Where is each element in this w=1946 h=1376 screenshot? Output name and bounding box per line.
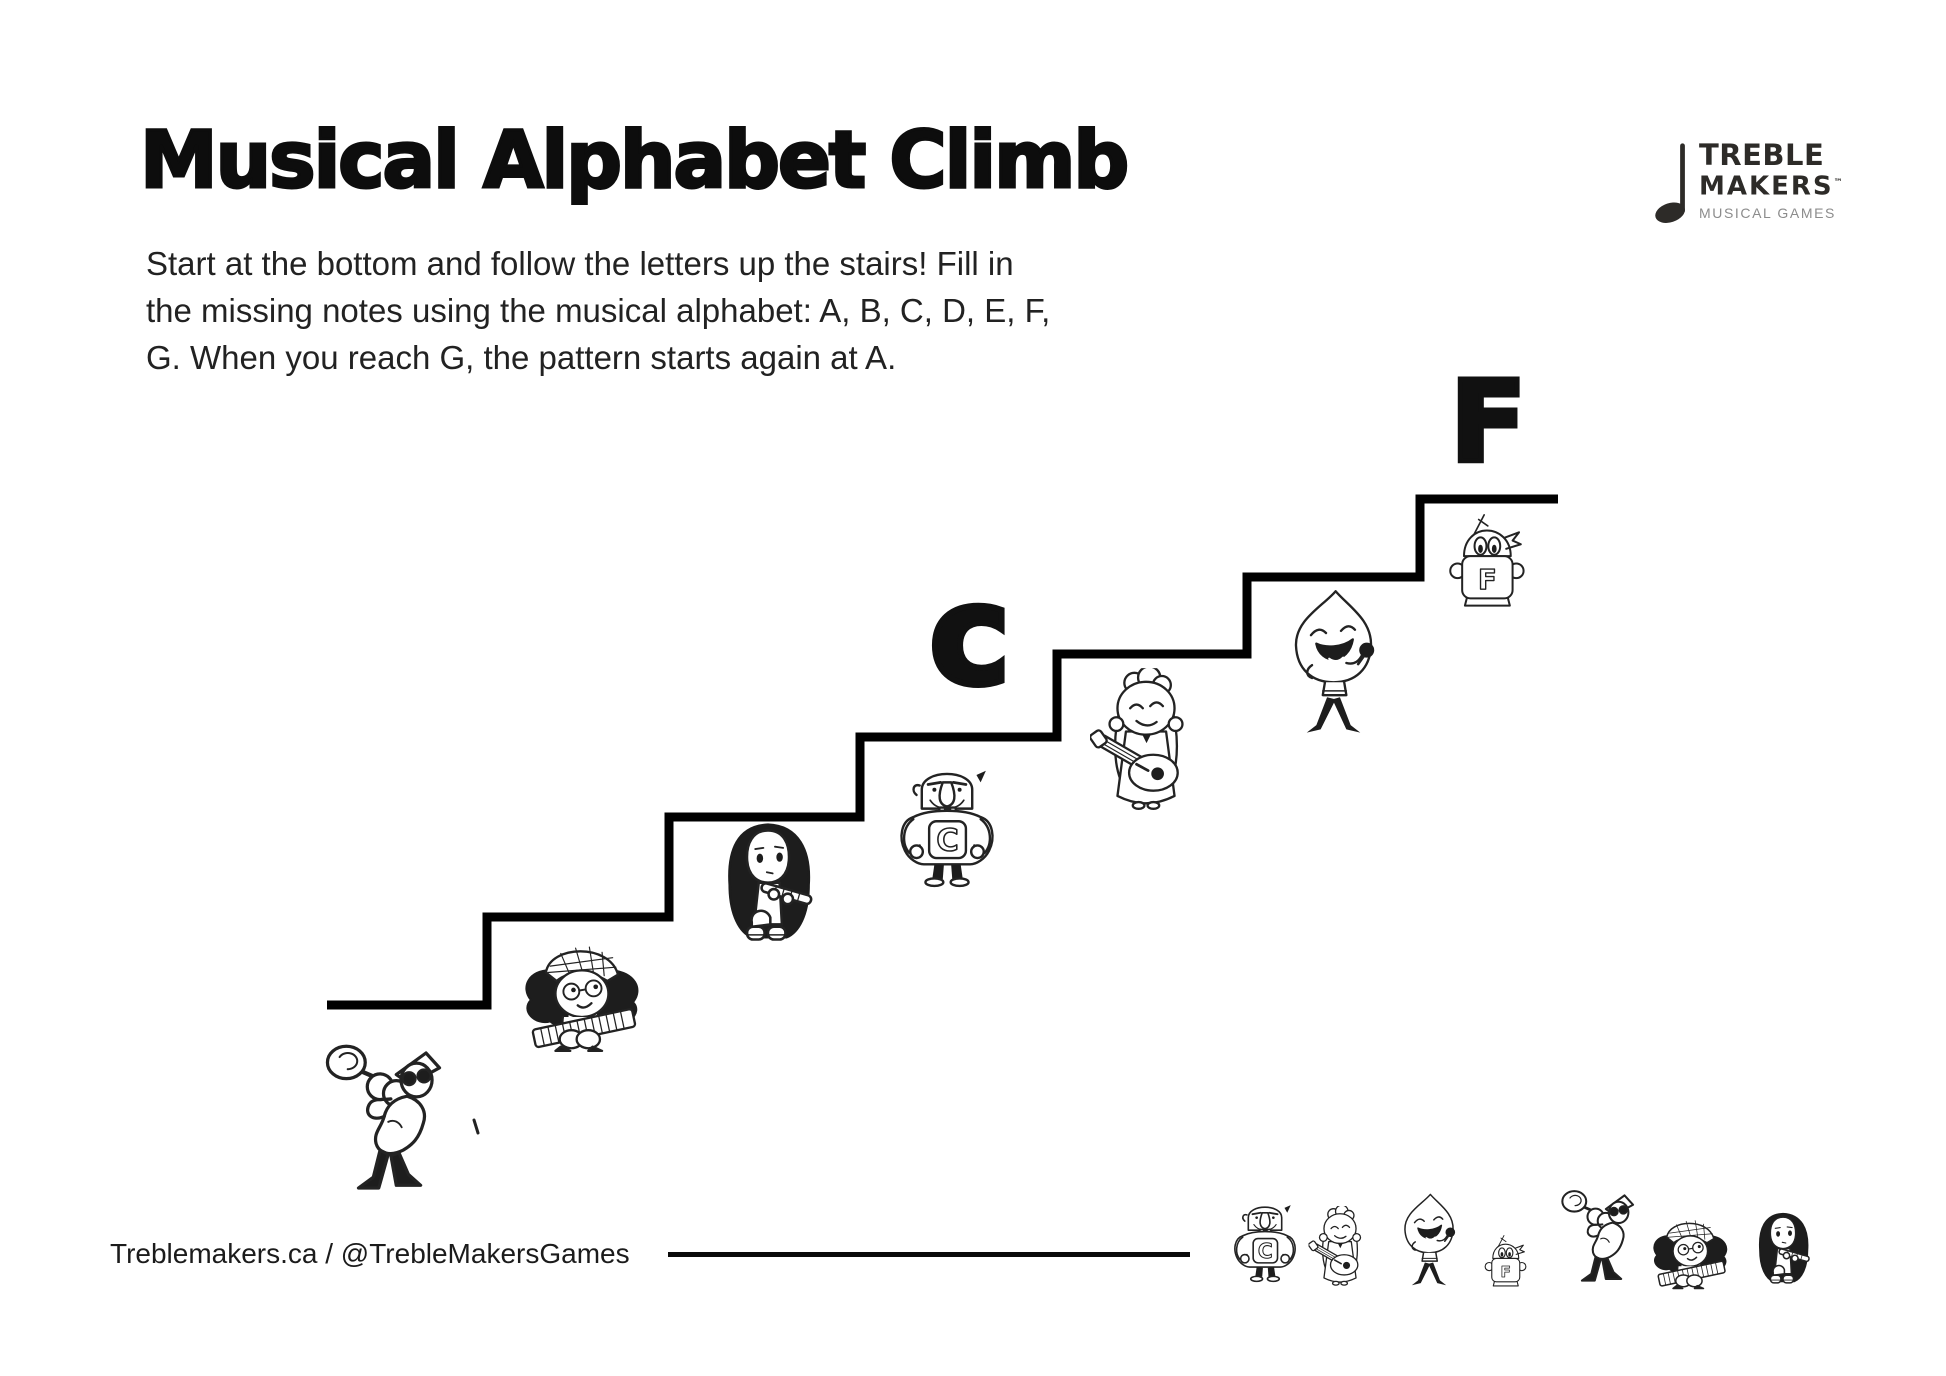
mini-flute-girl	[1748, 1210, 1818, 1290]
logo-word-makers: MAKERS™	[1699, 171, 1843, 202]
quarter-note-icon	[1655, 143, 1685, 223]
character-robot-f	[1442, 512, 1530, 615]
stray-mark	[472, 1118, 480, 1135]
character-walrus-c	[888, 754, 1006, 899]
treblemakers-logo: TREBLE MAKERS™ MUSICAL GAMES	[1652, 140, 1843, 228]
character-harmonica-girl	[514, 928, 652, 1053]
instructions: Start at the bottom and follow the lette…	[146, 240, 1050, 381]
trademark-symbol: ™	[1833, 178, 1843, 188]
mini-trumpet-player	[1556, 1186, 1642, 1290]
footer-divider-line	[668, 1252, 1190, 1257]
character-flute-girl	[710, 820, 826, 950]
page-title: Musical Alphabet Climb	[138, 116, 1130, 206]
mini-harmonica-girl	[1646, 1208, 1736, 1290]
logo-text: TREBLE MAKERS™ MUSICAL GAMES	[1699, 140, 1843, 221]
instructions-line-3: G. When you reach G, the pattern starts …	[146, 339, 897, 376]
mini-pick-singer	[1396, 1192, 1462, 1289]
logo-tagline: MUSICAL GAMES	[1699, 204, 1836, 221]
instructions-line-1: Start at the bottom and follow the lette…	[146, 245, 1014, 282]
step-4-letter-c: C	[926, 555, 1014, 716]
mini-guitar-grandma	[1308, 1206, 1372, 1288]
character-guitar-grandma	[1090, 668, 1202, 814]
character-pick-singer	[1282, 588, 1385, 738]
instructions-line-2: the missing notes using the musical alph…	[146, 292, 1051, 329]
mini-walrus	[1226, 1194, 1304, 1290]
footer-links: Treblemakers.ca / @TrebleMakersGames	[110, 1238, 630, 1269]
step-7-letter-f: F	[1448, 358, 1529, 488]
character-trumpet-player	[318, 1038, 453, 1203]
logo-word-treble: TREBLE	[1699, 138, 1825, 172]
mini-robot	[1480, 1234, 1530, 1291]
